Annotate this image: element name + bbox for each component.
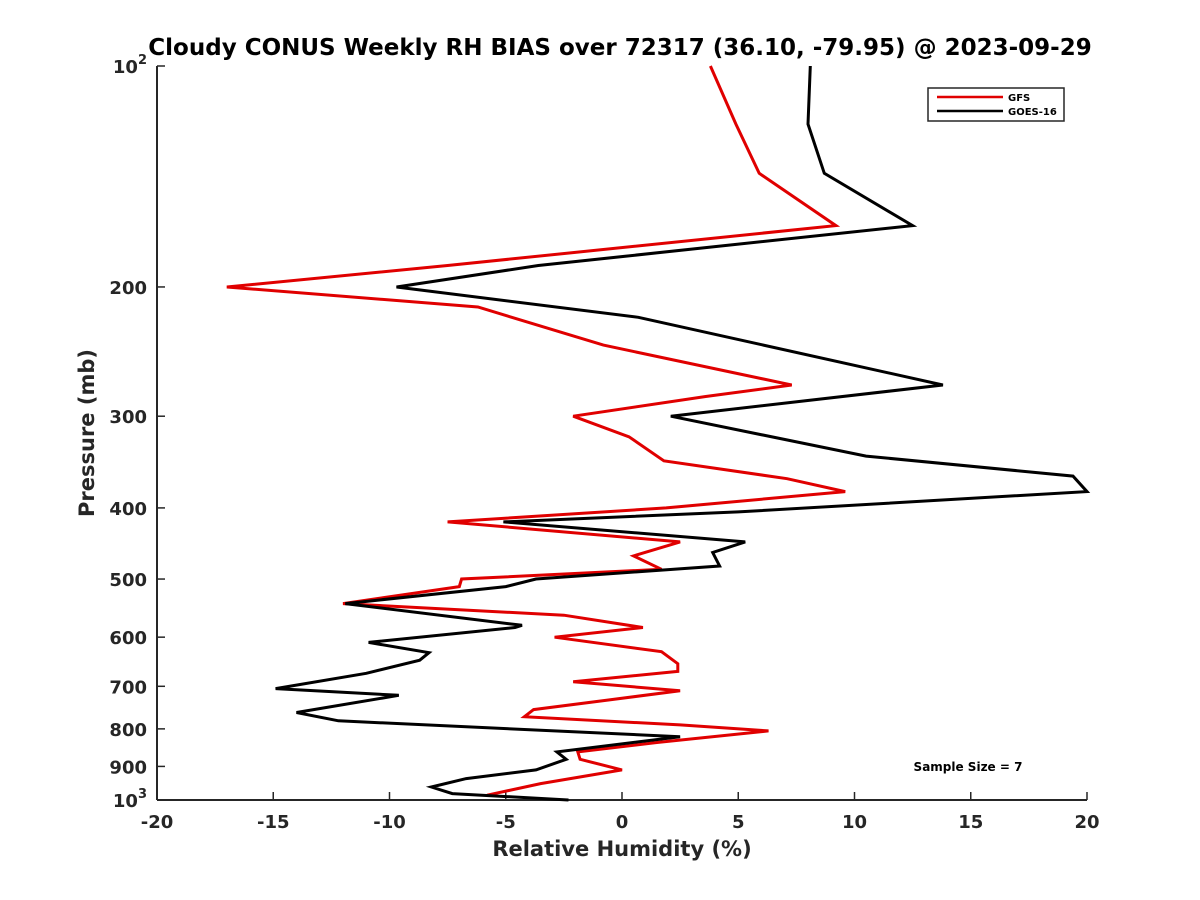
legend: GFS GOES-16 <box>927 87 1065 122</box>
y-tick-label: 600 <box>109 628 147 649</box>
series-lines <box>226 65 1091 802</box>
x-ticks: -20 -15 -10 -5 0 5 10 15 20 <box>141 792 1100 833</box>
series-line-goes-16 <box>275 65 1091 802</box>
sample-size-annotation: Sample Size = 7 <box>914 760 1023 774</box>
y-tick-label: 900 <box>109 757 147 778</box>
x-tick-label: 10 <box>842 812 867 833</box>
x-tick-label: 20 <box>1074 812 1099 833</box>
y-tick-label: 102 <box>113 53 147 78</box>
y-tick-label: 200 <box>109 278 147 299</box>
series-line-gfs <box>226 65 846 797</box>
x-tick-label: -20 <box>141 812 174 833</box>
y-ticks: 102 200 300 400 500 600 700 800 900 103 <box>109 53 165 812</box>
y-tick-label: 700 <box>109 677 147 698</box>
chart-title: Cloudy CONUS Weekly RH BIAS over 72317 (… <box>148 35 1091 61</box>
y-tick-label: 800 <box>109 720 147 741</box>
legend-label: GOES-16 <box>1008 107 1057 118</box>
y-tick-label: 500 <box>109 570 147 591</box>
y-tick-label: 400 <box>109 499 147 520</box>
x-tick-label: 5 <box>732 812 745 833</box>
y-tick-label: 300 <box>109 407 147 428</box>
x-tick-label: 0 <box>616 812 629 833</box>
legend-label: GFS <box>1008 93 1030 104</box>
x-tick-label: -5 <box>496 812 516 833</box>
x-axis-label: Relative Humidity (%) <box>492 837 751 861</box>
y-tick-label: 103 <box>113 787 147 812</box>
x-tick-label: -15 <box>257 812 290 833</box>
x-tick-label: -10 <box>373 812 406 833</box>
legend-box <box>927 87 1065 122</box>
y-axis-label: Pressure (mb) <box>75 349 99 517</box>
x-tick-label: 15 <box>958 812 983 833</box>
